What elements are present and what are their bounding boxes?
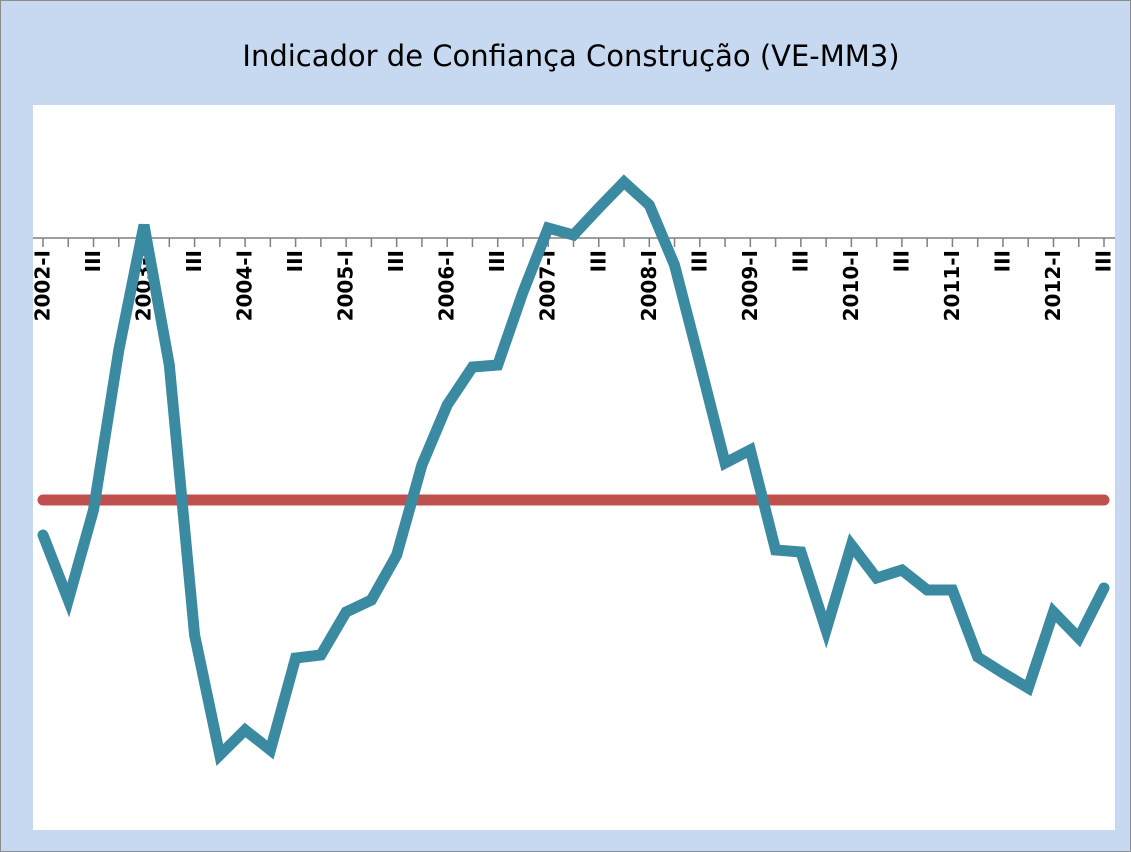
x-tick-label: III xyxy=(990,250,1014,272)
x-tick-label: III xyxy=(81,250,105,272)
plot-area xyxy=(33,105,1115,830)
x-tick-label: III xyxy=(485,250,509,272)
data-line xyxy=(37,174,1110,767)
x-tick-label: 2006-I xyxy=(435,250,459,321)
x-tick-label: 2008-I xyxy=(637,250,661,321)
x-tick-label: 2004-I xyxy=(233,250,257,321)
x-tick-label: 2005-I xyxy=(334,250,358,321)
x-tick-label: III xyxy=(283,250,307,272)
x-tick-label: III xyxy=(182,250,206,272)
x-tick-label: 2009-I xyxy=(738,250,762,321)
x-tick-label: III xyxy=(889,250,913,272)
x-tick-label: 2012-I xyxy=(1041,250,1065,321)
x-tick-label: 2010-I xyxy=(839,250,863,321)
x-tick-label: III xyxy=(1092,250,1116,272)
x-tick-label: III xyxy=(384,250,408,272)
x-tick-label: III xyxy=(788,250,812,272)
x-tick-label: III xyxy=(687,250,711,272)
x-tick-label: III xyxy=(586,250,610,272)
x-tick-label: 2002-I xyxy=(31,250,55,321)
chart-title: Indicador de Confiança Construção (VE-MM… xyxy=(242,39,899,73)
x-tick-label: 2011-I xyxy=(940,250,964,321)
